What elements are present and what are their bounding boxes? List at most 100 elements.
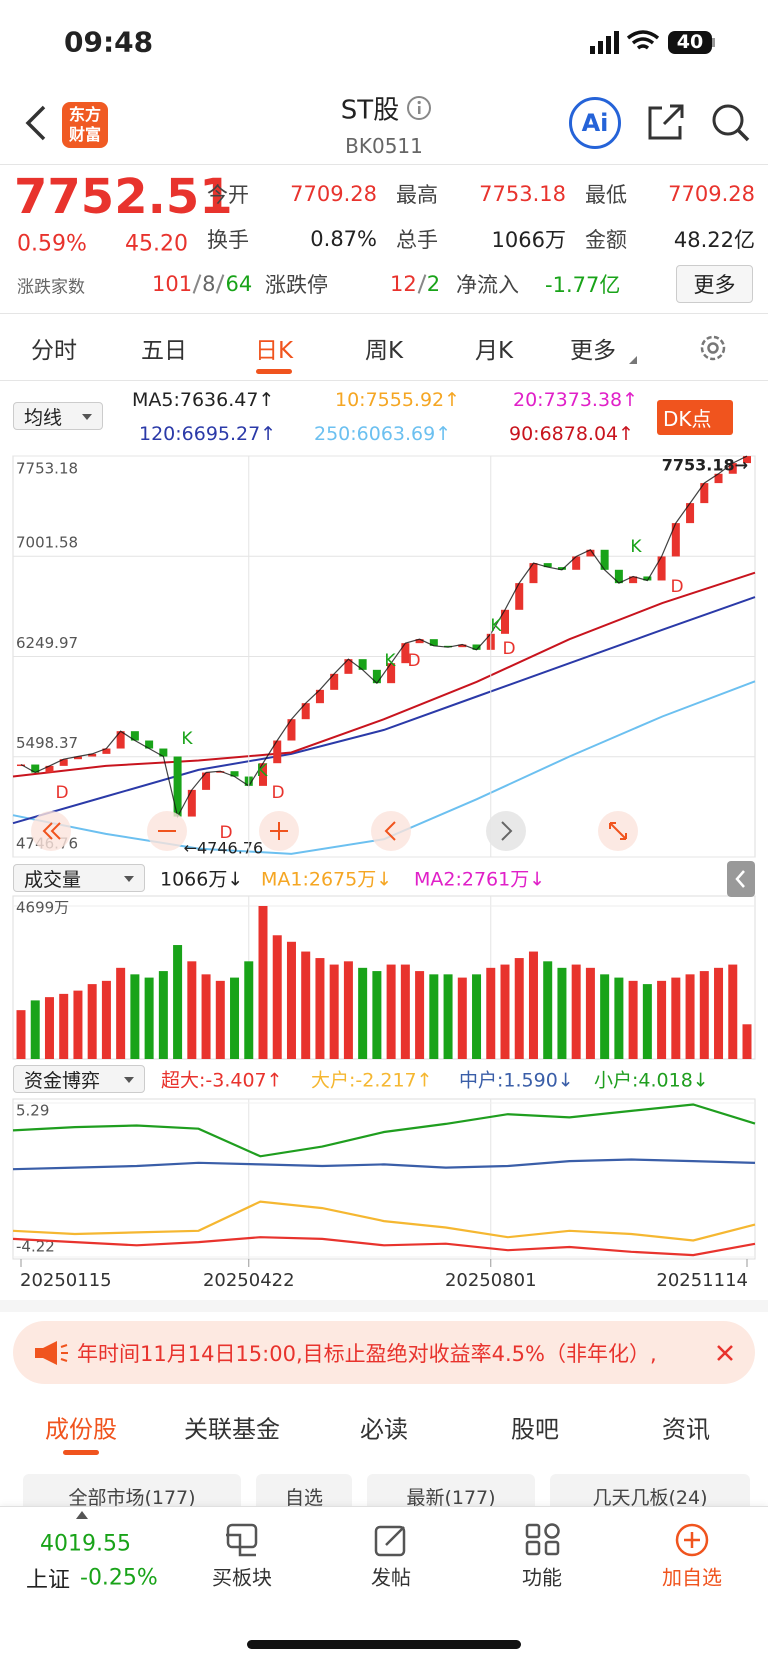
search-button[interactable] [710,102,752,144]
candle-body [501,609,509,634]
y-tick-label: 7753.18 [16,460,78,478]
content-tab[interactable]: 股吧 [511,1415,559,1444]
low-label: ←4746.76 [184,839,264,858]
volume-bar [59,993,69,1059]
volume-bar [728,964,738,1059]
fund-line [12,1200,756,1242]
chart-controls [31,811,638,851]
volume-bar [429,974,439,1059]
action-label[interactable]: 加自选 [662,1565,722,1590]
back-button[interactable] [24,104,48,142]
fund-legend: 超大:-3.407↑ [161,1069,283,1092]
post-icon[interactable] [372,1521,412,1559]
period-tab[interactable]: 月K [474,338,514,364]
volume-bar [443,974,453,1059]
content-tab[interactable]: 资讯 [662,1415,710,1444]
volume-bar [144,977,154,1059]
action-label[interactable]: 买板块 [212,1565,272,1590]
share-button[interactable] [646,102,686,142]
control-button[interactable] [371,811,411,851]
volume-legend: MA2:2761万↓ [414,868,546,891]
candle-body [344,659,353,674]
candle-body [372,669,381,684]
candle-body [657,556,666,581]
kd-signal: D [55,783,68,803]
ma-line [12,596,756,825]
breadth-label: 涨跌家数 [17,277,85,298]
candle-body [145,740,154,749]
add-watch-icon[interactable] [673,1521,713,1559]
ai-button[interactable]: Ai [569,97,621,149]
info-icon[interactable] [406,95,432,121]
dk-button[interactable]: DK点 [657,400,733,435]
kd-signal: K [256,761,268,781]
volume-selector[interactable]: 成交量 [13,864,145,892]
candle-body [643,576,652,581]
control-button[interactable] [147,811,187,851]
control-button[interactable] [259,811,299,851]
volume-bar [699,971,709,1059]
candle-body [287,719,296,741]
content-tab[interactable]: 必读 [360,1415,408,1444]
volume-bar [585,967,595,1059]
divider [0,313,768,314]
settings-button[interactable] [698,333,728,363]
y-tick-label: 5.29 [16,1102,49,1120]
control-button[interactable] [486,811,526,851]
high-label: 7753.18→ [662,456,748,475]
content-tab-active[interactable]: 成份股 [45,1415,117,1444]
function-icon[interactable] [523,1521,563,1559]
board-icon[interactable] [222,1521,262,1559]
period-tab[interactable]: 分时 [31,338,77,364]
fund-selector[interactable]: 资金博弈 [13,1065,145,1093]
clock: 09:48 [64,25,154,59]
candle-body [187,789,196,817]
candle-body [458,644,467,648]
y-tick-label: 5498.37 [16,734,78,752]
fund-frame [12,1098,756,1260]
volume-bar [201,974,211,1059]
period-tab[interactable]: 五日 [141,338,187,364]
control-button[interactable] [31,811,71,851]
tab-indicator [63,1450,99,1455]
candle-body [259,763,267,786]
close-line [20,455,748,819]
candle-body [273,740,282,764]
notice-text: 年时间11月14日15:00,目标止盈绝对收益率4.5%（非年化）, [77,1342,657,1366]
app-logo: 东方 财富 [62,102,108,148]
index-value[interactable]: 4019.55 [40,1531,131,1557]
divider [0,164,768,165]
index-name[interactable]: 上证 [26,1568,71,1593]
period-tab[interactable]: 更多 [570,338,616,364]
volume-bar [173,945,183,1059]
candle-body [557,567,566,570]
control-button[interactable] [598,811,638,851]
field-label: 金额 [585,228,627,252]
volume-bar [472,974,482,1059]
index-change[interactable]: -0.25% [80,1565,158,1591]
period-tab-active[interactable]: 日K [254,338,294,364]
inflow: -1.77亿 [545,273,621,297]
volume-bar [101,980,111,1059]
action-label[interactable]: 功能 [522,1565,562,1590]
period-tab[interactable]: 周K [364,338,404,364]
candle-body [301,703,310,720]
side-panel-toggle[interactable] [727,861,755,897]
candle-body [728,463,737,474]
volume-bar [44,997,54,1059]
close-button[interactable] [715,1343,735,1363]
y-tick-label: 7001.58 [16,534,78,552]
notice-banner[interactable]: 年时间11月14日15:00,目标止盈绝对收益率4.5%（非年化）, [13,1321,755,1384]
volume-bar [230,977,240,1059]
more-button[interactable]: 更多 [676,265,753,303]
ma-selector[interactable]: 均线 [13,402,103,430]
field-value: 7753.18 [479,182,566,206]
action-label[interactable]: 发帖 [371,1565,411,1590]
candle-body [671,523,680,557]
content-tab[interactable]: 关联基金 [184,1415,280,1444]
candle-body [429,639,438,646]
field-label: 最高 [396,183,438,207]
ma-legend: 90:6878.04↑ [509,423,635,445]
